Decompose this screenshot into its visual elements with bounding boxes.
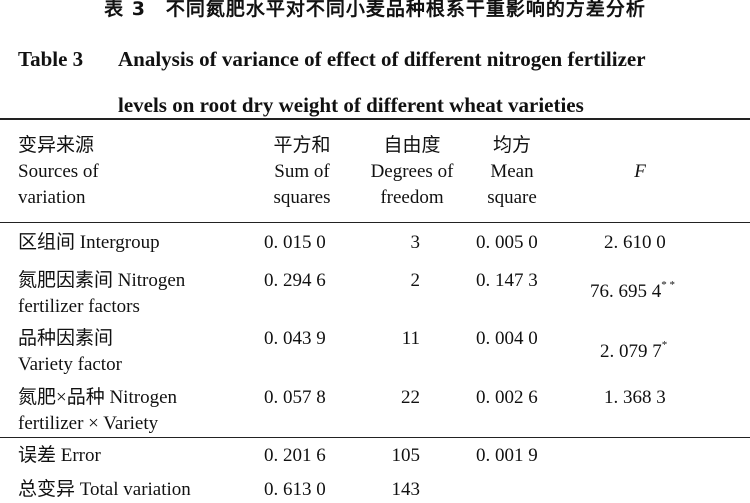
row-3-source-line-1: 氮肥×品种 Nitrogen (18, 387, 178, 408)
row-1-ss: 0. 294 6 (264, 270, 326, 291)
table-number: Table 3 (18, 47, 84, 71)
row-1-source-line-1: 氮肥因素间 Nitrogen (18, 270, 186, 291)
row-1-source: 氮肥因素间 Nitrogen fertilizer factors (18, 268, 185, 320)
caption-line-2: levels on root dry weight of different w… (118, 93, 584, 117)
header-ss: 平方和 Sum of squares (262, 133, 342, 211)
row-2-ss: 0. 043 9 (264, 328, 326, 349)
row-2-df: 11 (401, 328, 420, 349)
row-4-source: 误差 Error (18, 445, 101, 466)
header-source-en-1: Sources of (18, 161, 99, 182)
row-3-f: 1. 368 3 (604, 387, 666, 408)
table-caption-english: Table 3 Analysis of variance of effect of… (18, 36, 738, 128)
header-f: F (634, 161, 646, 182)
header-source-cn: 变异来源 (18, 135, 95, 156)
header-ms: 均方 Mean square (472, 133, 552, 211)
error-rule (0, 437, 750, 438)
row-2-f: 2. 079 7* (600, 332, 667, 365)
row-5-source: 总变异 Total variation (18, 479, 191, 500)
top-rule (0, 118, 750, 120)
row-2-source-line-2: Variety factor (18, 354, 122, 375)
row-1-significance: * * (661, 279, 675, 291)
table-caption-chinese: 表 3 不同氮肥水平对不同小麦品种根系干重影响的方差分析 (104, 0, 646, 20)
header-source-en-2: variation (18, 187, 86, 208)
row-4-ms: 0. 001 9 (476, 445, 538, 466)
row-0-df: 3 (410, 232, 421, 253)
header-df-en-2: freedom (380, 187, 444, 208)
header-ss-cn: 平方和 (273, 135, 331, 156)
row-2-f-value: 2. 079 7 (600, 341, 662, 362)
row-2-significance: * (661, 339, 668, 351)
row-3-df: 22 (401, 387, 420, 408)
header-ms-en-2: square (487, 187, 537, 208)
row-3-ss: 0. 057 8 (264, 387, 326, 408)
header-rule (0, 222, 750, 223)
row-0-ss: 0. 015 0 (264, 232, 326, 253)
row-0-f: 2. 610 0 (604, 232, 666, 253)
row-5-ss: 0. 613 0 (264, 479, 326, 500)
row-1-source-line-2: fertilizer factors (18, 296, 140, 317)
header-ss-en-1: Sum of (274, 161, 330, 182)
row-0-ms: 0. 005 0 (476, 232, 538, 253)
row-5-df: 143 (391, 479, 421, 500)
row-3-source-line-2: fertilizer × Variety (18, 413, 159, 434)
row-3-source: 氮肥×品种 Nitrogen fertilizer × Variety (18, 385, 177, 437)
row-0-source: 区组间 Intergroup (18, 232, 160, 253)
row-4-ss: 0. 201 6 (264, 445, 326, 466)
row-1-ms: 0. 147 3 (476, 270, 538, 291)
caption-line-1: Analysis of variance of effect of differ… (118, 47, 646, 71)
header-source: 变异来源 Sources of variation (18, 133, 99, 211)
header-df-cn: 自由度 (383, 135, 441, 156)
header-ms-cn: 均方 (492, 135, 531, 156)
header-ss-en-2: squares (273, 187, 331, 208)
row-1-df: 2 (410, 270, 421, 291)
header-df-en-1: Degrees of (370, 161, 454, 182)
row-1-f-value: 76. 695 4 (590, 281, 662, 302)
row-2-source: 品种因素间 Variety factor (18, 326, 122, 378)
header-df: 自由度 Degrees of freedom (362, 133, 462, 211)
row-2-ms: 0. 004 0 (476, 328, 538, 349)
row-3-ms: 0. 002 6 (476, 387, 538, 408)
row-2-source-line-1: 品种因素间 (18, 328, 114, 349)
row-1-f: 76. 695 4* * (590, 272, 675, 305)
row-4-df: 105 (391, 445, 421, 466)
header-ms-en-1: Mean (490, 161, 534, 182)
